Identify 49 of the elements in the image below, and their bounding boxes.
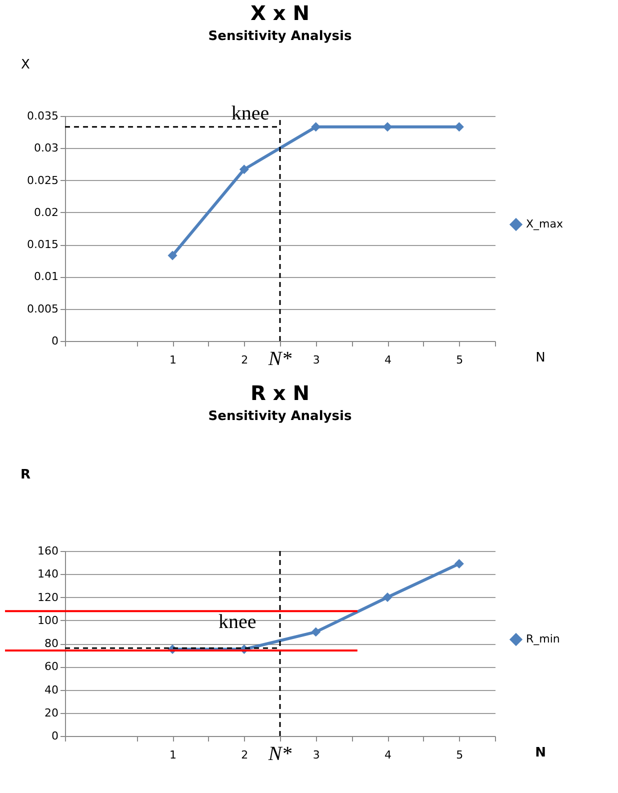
y-tick-label: 0.015 <box>27 238 58 252</box>
chart-subtitle: Sensitivity Analysis <box>208 409 352 424</box>
y-tick-label: 20 <box>44 706 58 720</box>
y-tick-label: 140 <box>38 568 58 581</box>
point <box>311 122 321 132</box>
y-tick-label: 160 <box>38 544 58 558</box>
point <box>311 627 321 637</box>
y-tick-label: 0.035 <box>27 110 58 122</box>
y-tick-label: 0.025 <box>27 174 58 187</box>
x-tick-label: 4 <box>384 354 392 366</box>
x-tick-label: 3 <box>312 354 320 366</box>
point <box>382 592 392 602</box>
point <box>454 122 464 132</box>
x-tick-label: 2 <box>241 354 248 366</box>
y-tick-label: 0.01 <box>34 270 58 284</box>
y-tick-label: 100 <box>38 614 58 627</box>
y-tick-label: 0 <box>52 730 58 742</box>
point <box>168 250 178 260</box>
x-tick-label: 5 <box>456 748 464 762</box>
legend-label: X_max <box>526 218 564 230</box>
x-axis-title: N <box>536 350 546 366</box>
y-tick-label: 0.02 <box>34 206 58 219</box>
chart-subtitle: Sensitivity Analysis <box>208 29 352 44</box>
y-tick-label: 120 <box>38 590 58 604</box>
point <box>239 164 249 174</box>
y-tick-label: 40 <box>44 683 58 696</box>
x-axis-title: N <box>535 746 546 760</box>
y-axis-title: X <box>21 58 30 72</box>
y-tick-label: 0 <box>52 334 58 348</box>
y-axis-title: R <box>20 468 31 482</box>
y-tick-label: 60 <box>44 660 58 674</box>
x-tick-label: 1 <box>170 748 176 762</box>
ref-line-label: N* <box>267 348 292 370</box>
point <box>454 558 464 568</box>
ref-line-label: N* <box>267 743 292 765</box>
chart-title: X x N <box>250 1 310 25</box>
chart-title: R x N <box>250 381 310 405</box>
y-tick-label: 80 <box>44 637 58 650</box>
annotation: knee <box>231 102 270 124</box>
point <box>382 122 392 132</box>
x-tick-label: 1 <box>170 354 176 366</box>
x-tick-label: 4 <box>384 748 392 762</box>
y-tick-label: 0.03 <box>34 142 58 155</box>
y-tick-label: 0.005 <box>27 302 58 316</box>
x-tick-label: 2 <box>241 748 248 762</box>
x-tick-label: 5 <box>456 354 464 366</box>
annotation: knee <box>218 611 256 634</box>
legend-label: R_min <box>526 632 560 646</box>
x-tick-label: 3 <box>312 748 320 762</box>
